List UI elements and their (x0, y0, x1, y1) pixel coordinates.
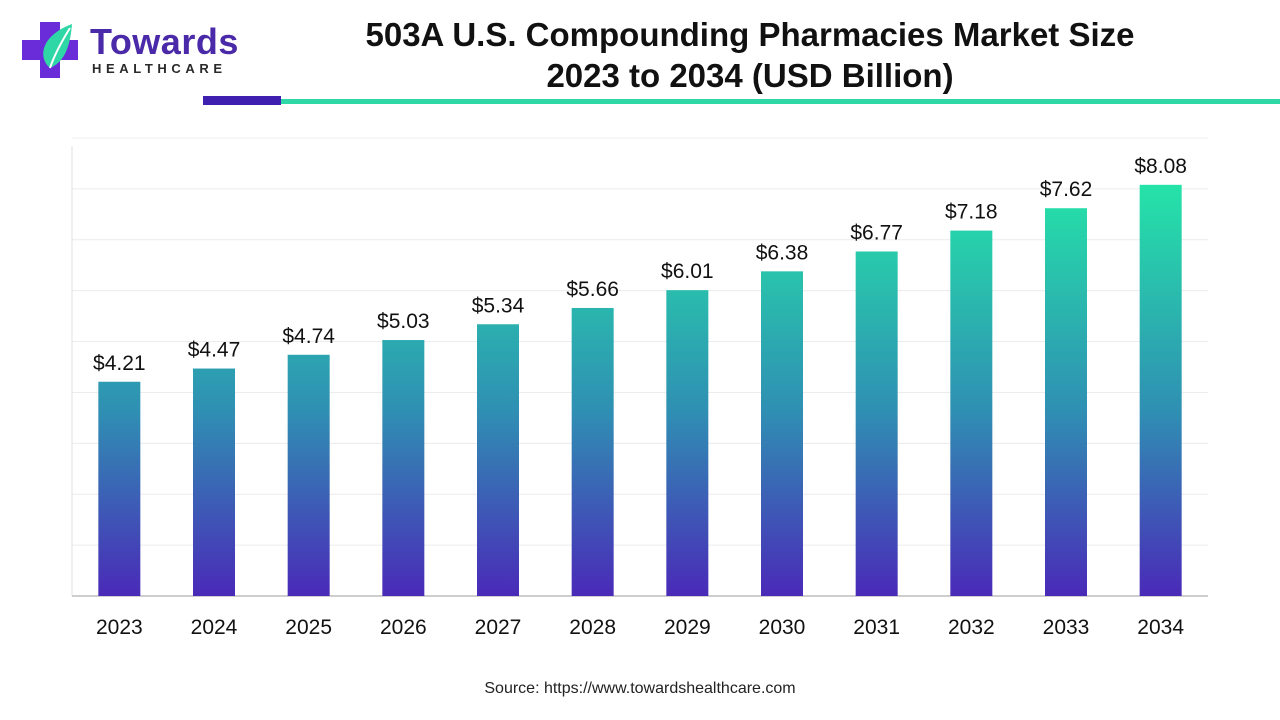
value-label-2032: $7.18 (945, 201, 998, 224)
bar-2025 (287, 354, 330, 596)
value-label-2025: $4.74 (282, 325, 335, 348)
grid-lines (71, 137, 1208, 597)
x-tick-2032: 2032 (948, 616, 995, 639)
value-label-2031: $6.77 (850, 221, 903, 244)
bar-2034 (1139, 184, 1182, 596)
x-tick-2026: 2026 (380, 616, 427, 639)
value-label-2024: $4.47 (188, 339, 241, 362)
source-note: Source: https://www.towardshealthcare.co… (484, 680, 796, 697)
x-tick-2030: 2030 (759, 616, 806, 639)
x-tick-2028: 2028 (569, 616, 616, 639)
chart-title-line-2: 2023 to 2034 (USD Billion) (546, 57, 954, 94)
header-accent-purple (203, 96, 281, 105)
x-tick-2031: 2031 (853, 616, 900, 639)
medical-cross-icon (22, 22, 78, 78)
x-tick-labels: 2023 2024 2025 2026 2027 2028 2029 2030 2031 2032… (96, 616, 1184, 639)
bar-2027 (477, 324, 519, 596)
bar-2023 (98, 381, 141, 596)
x-tick-2024: 2024 (191, 616, 238, 639)
value-label-2028: $5.66 (566, 278, 619, 301)
value-label-2027: $5.34 (472, 294, 525, 317)
brand-subname: HEALTHCARE (92, 61, 227, 76)
bar-2032 (950, 230, 993, 596)
x-tick-2029: 2029 (664, 616, 711, 639)
value-label-2030: $6.38 (756, 241, 809, 264)
value-label-2034: $8.08 (1134, 155, 1187, 178)
bar-2031 (855, 251, 898, 596)
bar-2030 (761, 271, 803, 596)
chart-title-line-1: 503A U.S. Compounding Pharmacies Market … (365, 16, 1135, 53)
brand-logo: Towards HEALTHCARE (20, 18, 240, 82)
brand-name: Towards (90, 21, 239, 62)
bar-2029 (666, 290, 709, 596)
x-tick-2025: 2025 (285, 616, 332, 639)
bars (98, 184, 1182, 596)
x-tick-2033: 2033 (1043, 616, 1090, 639)
x-tick-2034: 2034 (1137, 616, 1184, 639)
header-accent-teal (281, 99, 1280, 104)
value-labels: $4.21 $4.47 $4.74 $5.03 $5.34 $5.66 $6.01 $6.38… (93, 155, 1187, 375)
value-label-2033: $7.62 (1040, 178, 1093, 201)
value-label-2029: $6.01 (661, 260, 714, 283)
bar-2026 (382, 340, 425, 596)
value-label-2023: $4.21 (93, 352, 146, 375)
value-label-2026: $5.03 (377, 310, 430, 333)
bar-2033 (1045, 208, 1087, 596)
x-tick-2023: 2023 (96, 616, 143, 639)
bar-2028 (571, 307, 614, 596)
bar-2024 (193, 368, 235, 596)
x-tick-2027: 2027 (475, 616, 522, 639)
